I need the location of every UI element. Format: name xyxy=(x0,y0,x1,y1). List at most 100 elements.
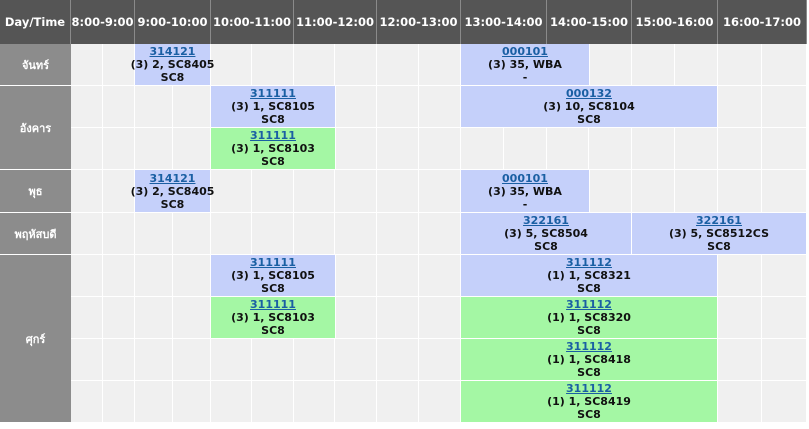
empty-cell xyxy=(762,128,807,170)
empty-cell xyxy=(103,44,135,86)
empty-cell xyxy=(335,44,377,86)
course-detail: (3) 2, SC8405 xyxy=(130,58,215,71)
empty-cell xyxy=(589,44,632,86)
empty-cell xyxy=(103,170,135,213)
empty-cell xyxy=(71,128,103,170)
course-block[interactable]: 311112 (1) 1, SC8418 SC8 xyxy=(461,339,718,381)
empty-cell xyxy=(589,128,632,170)
empty-cell xyxy=(252,339,294,381)
course-code-link[interactable]: 311111 xyxy=(250,256,296,269)
empty-cell xyxy=(135,128,173,170)
time-slot-header: 8:00-9:00 xyxy=(71,0,135,44)
course-code-link[interactable]: 000101 xyxy=(502,171,548,185)
course-room: - xyxy=(522,71,528,84)
course-block[interactable]: 311112 (1) 1, SC8321 SC8 xyxy=(461,255,718,297)
course-detail: (3) 1, SC8105 xyxy=(231,100,315,113)
course-code-link[interactable]: 322161 xyxy=(696,214,742,227)
empty-cell xyxy=(173,255,211,297)
course-code-link[interactable]: 314121 xyxy=(149,171,196,185)
course-code-link[interactable]: 311111 xyxy=(250,129,296,142)
course-block[interactable]: 000101 (3) 35, WBA - xyxy=(461,170,590,213)
empty-cell xyxy=(419,213,461,255)
empty-cell xyxy=(294,381,335,423)
empty-cell xyxy=(211,339,252,381)
day-label: พฤหัสบดี xyxy=(0,213,71,255)
course-room: SC8 xyxy=(577,113,601,126)
empty-cell xyxy=(103,128,135,170)
course-code-link[interactable]: 000132 xyxy=(566,87,612,100)
empty-cell xyxy=(173,381,211,423)
empty-cell xyxy=(718,44,762,86)
course-detail: (3) 1, SC8103 xyxy=(231,311,315,324)
course-code-link[interactable]: 311112 xyxy=(566,298,612,311)
empty-cell xyxy=(377,170,419,213)
empty-cell xyxy=(377,255,419,297)
empty-cell xyxy=(335,213,377,255)
course-room: SC8 xyxy=(160,197,185,211)
empty-cell xyxy=(718,339,762,381)
empty-cell xyxy=(762,381,807,423)
course-block[interactable]: 311111 (3) 1, SC8105 SC8 xyxy=(211,255,336,297)
course-block[interactable]: 311111 (3) 1, SC8103 SC8 xyxy=(211,297,336,339)
empty-cell xyxy=(211,170,252,213)
course-room: SC8 xyxy=(261,113,285,126)
course-block[interactable]: 311112 (1) 1, SC8320 SC8 xyxy=(461,297,718,339)
empty-cell xyxy=(71,255,103,297)
empty-cell xyxy=(377,213,419,255)
course-code-link[interactable]: 311112 xyxy=(566,340,612,353)
empty-cell xyxy=(103,86,135,128)
empty-cell xyxy=(718,128,762,170)
course-code-link[interactable]: 000101 xyxy=(502,45,548,58)
course-room: SC8 xyxy=(261,324,285,337)
empty-cell xyxy=(377,44,419,86)
empty-cell xyxy=(173,128,211,170)
course-code-link[interactable]: 311111 xyxy=(250,298,296,311)
course-block[interactable]: 322161 (3) 5, SC8512CS SC8 xyxy=(632,213,807,255)
empty-cell xyxy=(718,381,762,423)
day-label: ศุกร์ xyxy=(0,255,71,423)
empty-cell xyxy=(135,381,173,423)
time-slot-header: 15:00-16:00 xyxy=(632,0,718,44)
course-room: SC8 xyxy=(577,408,601,421)
course-block[interactable]: 314121 (3) 2, SC8405 SC8 xyxy=(131,170,214,213)
empty-cell xyxy=(632,170,675,213)
course-block[interactable]: 314121 (3) 2, SC8405 SC8 xyxy=(131,44,214,86)
course-code-link[interactable]: 311112 xyxy=(566,382,612,395)
course-detail: (1) 1, SC8320 xyxy=(547,311,631,324)
empty-cell xyxy=(103,255,135,297)
time-slot-header: 9:00-10:00 xyxy=(135,0,211,44)
course-code-link[interactable]: 311112 xyxy=(566,256,612,269)
empty-cell xyxy=(252,170,294,213)
course-code-link[interactable]: 322161 xyxy=(523,214,569,227)
empty-cell xyxy=(71,86,103,128)
empty-cell xyxy=(377,339,419,381)
empty-cell xyxy=(252,381,294,423)
empty-cell xyxy=(252,44,294,86)
empty-cell xyxy=(762,339,807,381)
course-room: SC8 xyxy=(261,282,285,295)
time-slot-header: 11:00-12:00 xyxy=(294,0,377,44)
empty-cell xyxy=(103,339,135,381)
course-detail: (1) 1, SC8418 xyxy=(547,353,631,366)
empty-cell xyxy=(294,44,335,86)
course-block[interactable]: 311112 (1) 1, SC8419 SC8 xyxy=(461,381,718,423)
empty-cell xyxy=(294,170,335,213)
course-code-link[interactable]: 314121 xyxy=(149,45,196,58)
course-detail: (1) 1, SC8419 xyxy=(547,395,631,408)
course-code-link[interactable]: 311111 xyxy=(250,87,296,100)
course-block[interactable]: 000101 (3) 35, WBA - xyxy=(461,44,590,86)
empty-cell xyxy=(211,381,252,423)
time-slot-header: 16:00-17:00 xyxy=(718,0,807,44)
course-block[interactable]: 322161 (3) 5, SC8504 SC8 xyxy=(461,213,632,255)
empty-cell xyxy=(335,297,377,339)
empty-cell xyxy=(419,128,461,170)
course-block[interactable]: 000132 (3) 10, SC8104 SC8 xyxy=(461,86,718,128)
empty-cell xyxy=(419,170,461,213)
day-label: พุธ xyxy=(0,170,71,213)
empty-cell xyxy=(762,86,807,128)
course-block[interactable]: 311111 (3) 1, SC8103 SC8 xyxy=(211,128,336,170)
empty-cell xyxy=(718,255,762,297)
day-label: จันทร์ xyxy=(0,44,71,86)
course-block[interactable]: 311111 (3) 1, SC8105 SC8 xyxy=(211,86,336,128)
empty-cell xyxy=(419,297,461,339)
